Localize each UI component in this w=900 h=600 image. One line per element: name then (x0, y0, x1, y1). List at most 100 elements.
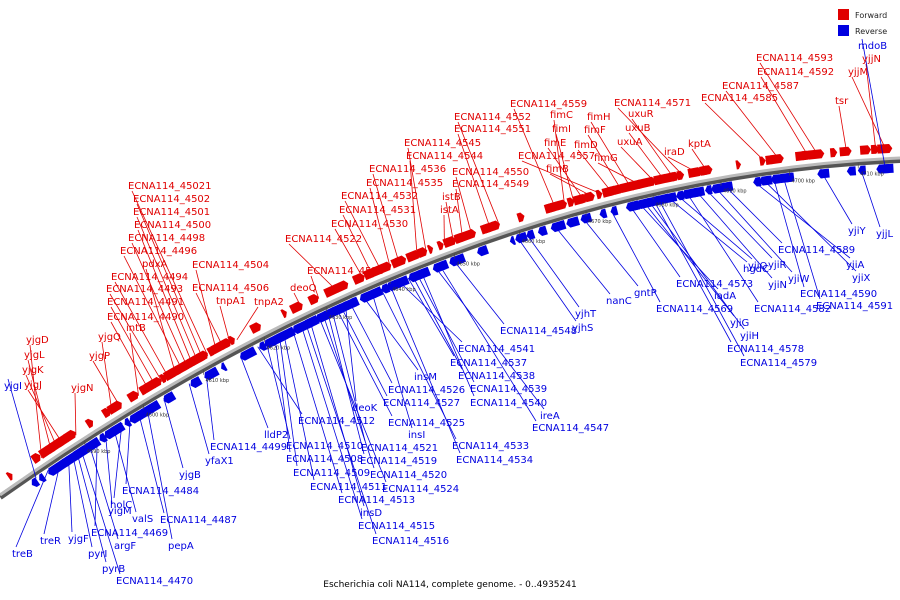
forward-gene-arrow (334, 280, 349, 293)
gene-arrow-shape (877, 143, 893, 154)
gene-arrow-shape (671, 171, 680, 182)
legend: Forward Reverse (838, 9, 887, 36)
forward-gene-arrow (653, 173, 669, 186)
kbp-tick-label: 4630 kbp (329, 315, 353, 321)
gene-arrow-shape (55, 434, 69, 448)
gene-arrow-shape (687, 167, 702, 179)
gene-arrow-shape (416, 247, 428, 259)
reverse-gene-label: yjiW (788, 274, 809, 285)
reverse-gene-label: mdoB (858, 41, 887, 52)
reverse-gene-arrow (817, 169, 823, 179)
forward-leader-line (577, 149, 612, 192)
forward-gene-label: ECNA114_4535 (366, 178, 443, 189)
reverse-gene-label: ECNA114_4499 (210, 442, 287, 453)
reverse-gene-arrow (389, 279, 400, 290)
reverse-leader-line (783, 177, 821, 300)
reverse-gene-arrow (664, 192, 678, 203)
gene-arrow-shape (765, 155, 775, 165)
reverse-gene-label: insI (408, 430, 425, 441)
forward-leader-line (865, 63, 877, 150)
reverse-gene-arrow (381, 283, 391, 294)
forward-gene-arrow (222, 338, 231, 348)
forward-gene-label: yjgQ (98, 332, 121, 343)
reverse-gene-label: pyrB (102, 564, 125, 575)
reverse-gene-label: yjiR (768, 260, 786, 271)
reverse-leader-line (279, 335, 298, 467)
reverse-gene-label: ECNA114_4525 (388, 418, 465, 429)
reverse-gene-label: yjiN (768, 280, 787, 291)
reverse-gene-label: ECNA114_4533 (452, 441, 529, 452)
reverse-gene-arrow (439, 259, 450, 271)
forward-leader-line (145, 268, 176, 375)
reverse-gene-arrow (509, 235, 517, 246)
gene-arrow-shape (794, 150, 809, 162)
reverse-gene-label: ECNA114_4578 (727, 344, 804, 355)
forward-leader-line (369, 187, 391, 267)
forward-leader-line (123, 255, 183, 371)
gene-arrow-shape (610, 205, 619, 216)
reverse-gene-label: ECNA114_4510 (286, 441, 363, 452)
reverse-gene-label: ECNA114_4526 (388, 385, 465, 396)
forward-leader-line (759, 62, 818, 155)
reverse-gene-arrow (39, 472, 47, 483)
forward-leader-line (457, 133, 491, 229)
reverse-leader-line (517, 237, 577, 322)
reverse-leader-line (439, 265, 537, 422)
reverse-gene-label: ECNA114_4521 (361, 443, 438, 454)
reverse-gene-label: ECNA114_4548 (500, 326, 577, 337)
reverse-gene-label: yjgB (179, 470, 201, 481)
reverse-gene-label: treR (40, 536, 61, 547)
reverse-leader-line (725, 186, 783, 244)
forward-leader-line (27, 389, 64, 445)
forward-leader-line (725, 90, 780, 160)
forward-leader-line (555, 133, 575, 203)
reverse-leader-line (205, 374, 215, 441)
forward-gene-label: fimG (594, 153, 618, 164)
forward-gene-arrow (516, 212, 525, 223)
forward-gene-label: ECNA114_4501 (133, 207, 210, 218)
reverse-gene-arrow (221, 362, 228, 372)
reverse-leader-line (453, 260, 505, 325)
gene-arrow-shape (537, 225, 548, 236)
reverse-gene-label: ECNA114_4520 (370, 470, 447, 481)
reverse-leader-line (611, 210, 661, 303)
forward-gene-label: ECNA114_4551 (454, 124, 531, 135)
reverse-leader-line (658, 199, 745, 357)
forward-gene-arrow (583, 191, 595, 203)
forward-leader-line (620, 146, 655, 182)
reverse-gene-label: ECNA114_4527 (383, 398, 460, 409)
reverse-gene-arrow (846, 166, 857, 176)
forward-leader-line (547, 147, 584, 200)
forward-gene-arrow (150, 376, 162, 389)
reverse-leader-line (677, 195, 753, 260)
forward-leader-line (344, 200, 382, 271)
forward-gene-arrow (859, 145, 872, 155)
reverse-gene-arrow (719, 181, 734, 192)
forward-gene-label: istB (442, 192, 461, 203)
reverse-leader-line (68, 456, 73, 533)
reverse-gene-label: ECNA114_4509 (293, 468, 370, 479)
legend-forward-label: Forward (855, 11, 887, 20)
gene-arrow-shape (759, 175, 773, 186)
reverse-leader-line (94, 438, 98, 527)
forward-leader-line (549, 173, 593, 198)
reverse-gene-arrow (110, 424, 121, 436)
forward-leader-line (760, 76, 809, 156)
forward-gene-arrow (379, 261, 392, 274)
forward-gene-arrow (687, 167, 702, 179)
gene-arrow-shape (5, 472, 13, 481)
forward-gene-label: ECNA114_4536 (369, 164, 446, 175)
forward-gene-arrow (578, 194, 585, 204)
forward-gene-label: yjgN (71, 383, 94, 394)
gene-arrow-shape (89, 436, 102, 449)
gene-arrow-shape (509, 235, 517, 246)
forward-gene-label: ECNA114_4494 (111, 272, 188, 283)
forward-leader-line (691, 148, 707, 171)
gene-arrow-shape (770, 174, 781, 184)
gene-arrow-shape (366, 268, 375, 279)
forward-gene-label: yjgK (22, 365, 44, 376)
reverse-gene-label: ECNA114_4511 (310, 482, 387, 493)
reverse-gene-arrow (537, 225, 548, 236)
gene-arrow-shape (221, 362, 228, 372)
reverse-gene-label: yjiY (848, 226, 866, 237)
